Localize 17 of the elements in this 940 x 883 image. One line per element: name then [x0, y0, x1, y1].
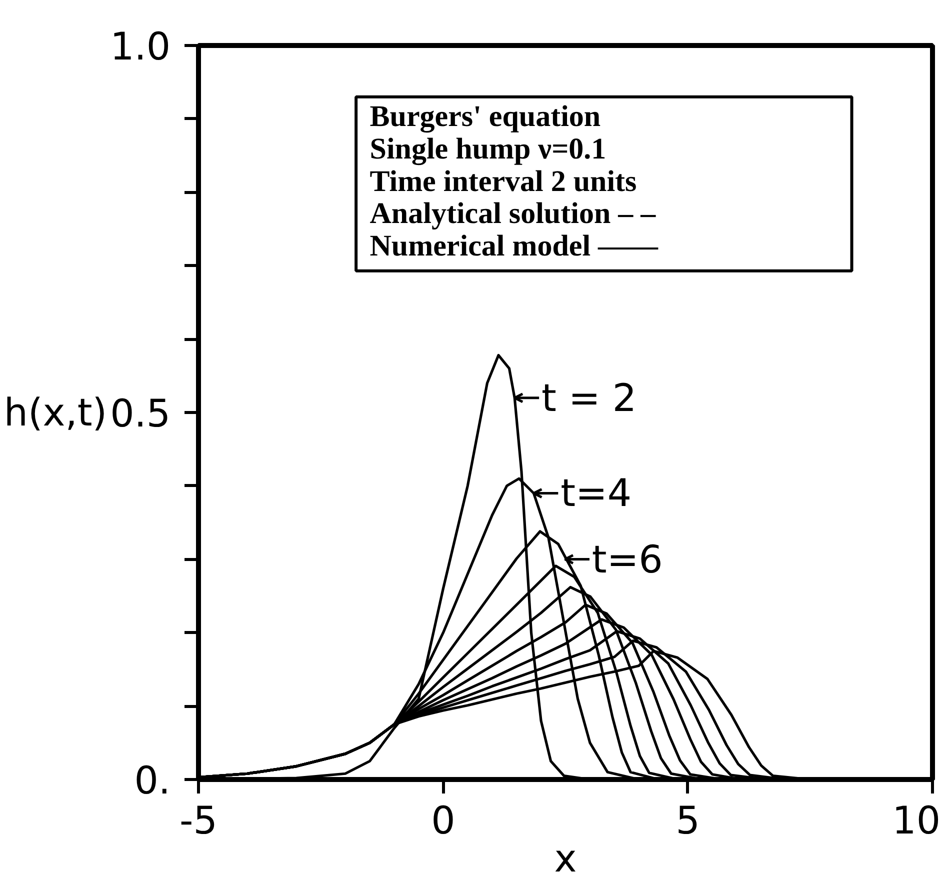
- annotation: t = 2: [542, 376, 637, 420]
- annotation: Time interval 2 units: [370, 164, 637, 198]
- annotation: Numerical model ——: [370, 229, 660, 262]
- annotation: Analytical solution – –: [370, 197, 657, 230]
- x-axis-title: x: [554, 836, 577, 880]
- x-tick-label: -5: [180, 798, 218, 842]
- annotation: Single hump ν=0.1: [370, 132, 606, 166]
- x-tick-label: 0: [431, 798, 456, 842]
- y-tick-label: 0.5: [110, 392, 171, 436]
- annotation: t=6: [592, 537, 663, 582]
- y-axis-title: h(x,t): [4, 390, 108, 434]
- x-tick-label: 10: [892, 798, 940, 842]
- y-tick-label: 0.: [134, 758, 171, 802]
- y-tick-label: 1.0: [110, 24, 171, 68]
- x-tick-label: 5: [676, 798, 700, 842]
- annotation: t=4: [560, 471, 632, 516]
- annotation: Burgers' equation: [370, 100, 601, 134]
